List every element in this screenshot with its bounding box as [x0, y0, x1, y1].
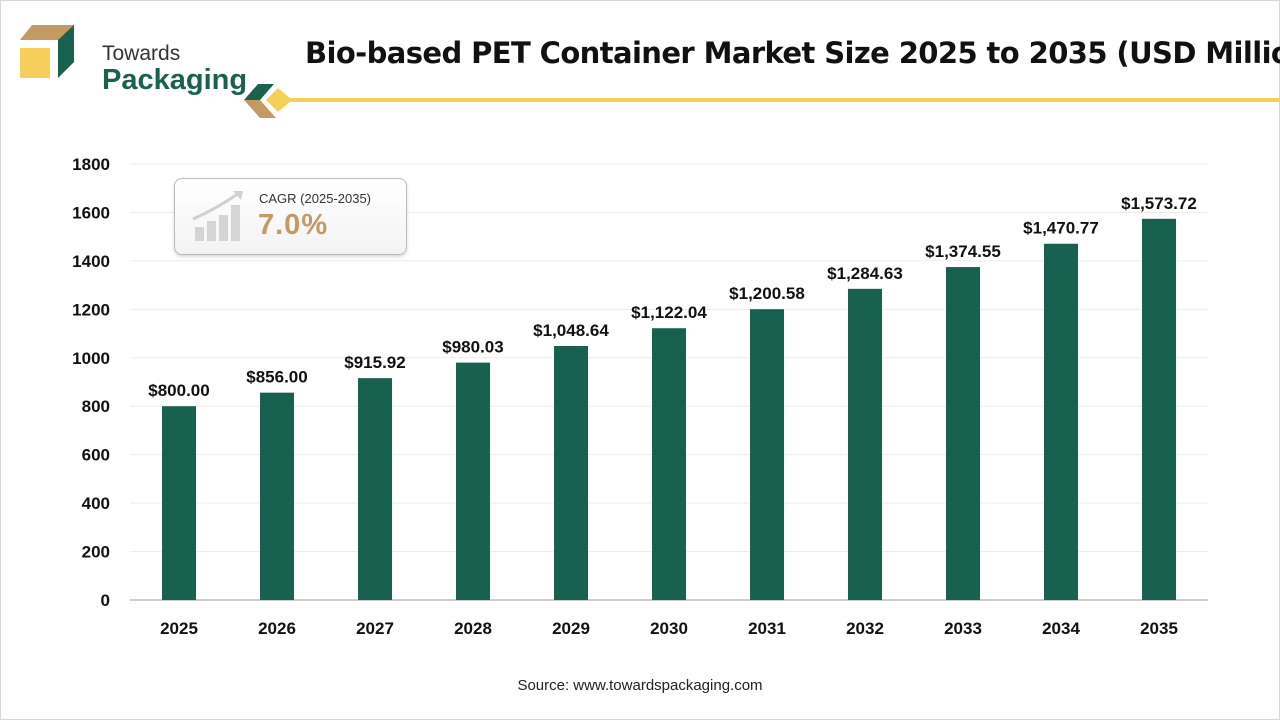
bar-2031 — [750, 309, 784, 600]
y-tick-label: 1600 — [72, 203, 110, 222]
cagr-value: 7.0% — [258, 209, 329, 241]
bar-2027 — [358, 378, 392, 600]
brand-line2: Packaging — [102, 64, 248, 96]
x-tick-label: 2027 — [356, 619, 394, 638]
data-label: $1,284.63 — [827, 264, 903, 283]
data-label: $856.00 — [246, 368, 307, 387]
data-label: $1,200.58 — [729, 284, 805, 303]
y-tick-label: 800 — [82, 397, 110, 416]
y-tick-label: 600 — [82, 446, 110, 465]
growth-chart-icon — [192, 191, 243, 241]
x-tick-label: 2031 — [748, 619, 786, 638]
brand-line1: Towards — [102, 42, 181, 65]
data-label: $1,374.55 — [925, 242, 1001, 261]
title-underline-decoration — [244, 84, 1280, 118]
bar-2034 — [1044, 243, 1078, 600]
y-tick-label: 1800 — [72, 155, 110, 174]
x-tick-label: 2029 — [552, 619, 590, 638]
y-tick-label: 1200 — [72, 300, 110, 319]
y-tick-label: 1400 — [72, 252, 110, 271]
x-tick-label: 2028 — [454, 619, 492, 638]
bar-2029 — [554, 345, 588, 600]
x-tick-label: 2032 — [846, 619, 884, 638]
cagr-label: CAGR (2025-2035) — [259, 191, 371, 206]
y-tick-label: 400 — [82, 494, 110, 513]
cagr-box: CAGR (2025-2035) 7.0% — [174, 178, 407, 255]
data-label: $1,573.72 — [1121, 194, 1197, 213]
source-note: Source: www.towardspackaging.com — [517, 677, 763, 694]
data-label: $980.03 — [442, 338, 503, 357]
x-tick-label: 2033 — [944, 619, 982, 638]
y-tick-label: 200 — [82, 543, 110, 562]
bar-2032 — [848, 288, 882, 600]
box-logo-icon — [20, 25, 74, 78]
brand-logo: Towards Packaging — [18, 22, 247, 96]
data-label: $915.92 — [344, 353, 405, 372]
bar-2025 — [162, 406, 196, 600]
x-tick-label: 2030 — [650, 619, 688, 638]
data-label: $1,122.04 — [631, 303, 707, 322]
bar-2033 — [946, 267, 980, 600]
y-tick-label: 1000 — [72, 349, 110, 368]
data-label: $1,470.77 — [1023, 219, 1099, 238]
x-tick-label: 2035 — [1140, 619, 1178, 638]
x-tick-label: 2034 — [1042, 619, 1080, 638]
bar-2030 — [652, 328, 686, 600]
y-tick-label: 0 — [101, 591, 110, 610]
bar-2028 — [456, 362, 490, 600]
data-label: $800.00 — [148, 381, 209, 400]
x-tick-label: 2025 — [160, 619, 198, 638]
data-label: $1,048.64 — [533, 321, 609, 340]
bar-2026 — [260, 392, 294, 600]
x-tick-label: 2026 — [258, 619, 296, 638]
chart-title: Bio-based PET Container Market Size 2025… — [305, 36, 1280, 70]
bar-2035 — [1142, 218, 1176, 600]
